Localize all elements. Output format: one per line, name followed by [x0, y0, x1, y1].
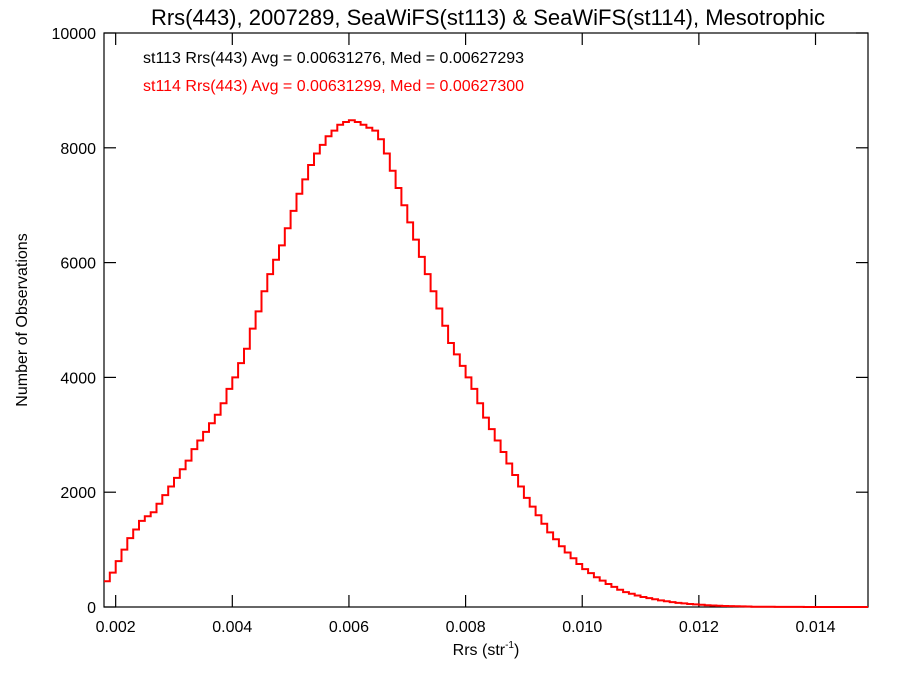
x-tick-label-2: 0.006 — [329, 619, 369, 636]
y-tick-label-5: 10000 — [52, 26, 97, 43]
y-tick-label-4: 8000 — [60, 141, 96, 158]
y-axis-ticks: 0 2000 4000 6000 8000 10000 — [52, 26, 868, 617]
x-axis-label-close: ) — [514, 642, 519, 659]
x-tick-label-4: 0.010 — [562, 619, 602, 636]
x-tick-label-0: 0.002 — [96, 619, 136, 636]
x-tick-label-3: 0.008 — [446, 619, 486, 636]
series-st114-line — [104, 119, 868, 608]
x-axis-ticks: 0.002 0.004 0.006 0.008 0.010 0.012 0.014 — [96, 33, 836, 636]
x-tick-label-5: 0.012 — [679, 619, 719, 636]
chart-title: Rrs(443), 2007289, SeaWiFS(st113) & SeaW… — [151, 5, 825, 30]
y-tick-label-0: 0 — [87, 600, 96, 617]
x-tick-label-1: 0.004 — [212, 619, 252, 636]
y-tick-label-2: 4000 — [60, 370, 96, 387]
y-tick-label-1: 2000 — [60, 485, 96, 502]
x-axis-label-superscript: -1 — [505, 640, 514, 651]
plot-frame — [103, 32, 869, 608]
annotation-st114: st114 Rrs(443) Avg = 0.00631299, Med = 0… — [143, 78, 524, 95]
x-tick-label-6: 0.014 — [795, 619, 835, 636]
y-tick-label-3: 6000 — [60, 256, 96, 273]
annotation-st113: st113 Rrs(443) Avg = 0.00631276, Med = 0… — [143, 50, 524, 67]
x-axis-label-main: Rrs (str — [453, 642, 506, 659]
y-axis-label: Number of Observations — [14, 233, 31, 406]
x-axis-label: Rrs (str-1) — [453, 640, 520, 659]
series-group — [104, 119, 868, 608]
